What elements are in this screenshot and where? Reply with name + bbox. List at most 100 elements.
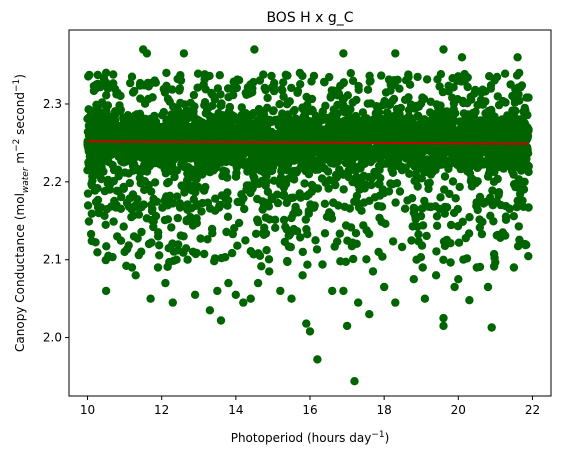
data-point	[189, 195, 198, 204]
data-point	[239, 298, 248, 307]
data-point	[320, 229, 330, 238]
data-point	[342, 321, 352, 331]
data-point	[255, 76, 265, 85]
data-point	[386, 86, 395, 95]
data-point	[125, 194, 134, 203]
data-point	[359, 198, 369, 207]
data-point	[287, 294, 296, 303]
data-point	[105, 185, 115, 194]
data-point	[509, 212, 518, 221]
data-point	[303, 230, 312, 239]
x-axis-label: Photoperiod (hours day−1)	[231, 430, 390, 445]
data-point	[118, 155, 127, 164]
data-point	[119, 222, 128, 231]
data-point	[387, 165, 396, 174]
data-point	[339, 170, 348, 179]
data-point	[227, 248, 237, 258]
data-point	[449, 132, 458, 141]
data-point	[127, 263, 137, 272]
data-point	[233, 75, 242, 84]
data-point	[488, 186, 497, 195]
data-point	[167, 160, 176, 169]
data-point	[139, 81, 149, 90]
data-point	[113, 232, 122, 241]
data-point	[454, 275, 463, 284]
data-point	[285, 173, 295, 183]
data-point	[489, 150, 498, 160]
x-axis-label-close: )	[385, 431, 390, 445]
data-point	[335, 229, 344, 238]
data-point	[509, 170, 518, 179]
data-point	[355, 185, 364, 194]
data-point	[380, 282, 389, 292]
data-point	[348, 155, 357, 164]
data-point	[358, 157, 367, 166]
data-point	[189, 90, 199, 100]
data-point	[508, 106, 517, 115]
data-point	[269, 176, 279, 185]
data-point	[215, 71, 224, 80]
data-point	[137, 247, 146, 256]
data-point	[411, 152, 420, 161]
data-point	[183, 200, 192, 209]
data-point	[287, 83, 296, 93]
data-point	[113, 88, 122, 98]
data-point	[424, 202, 433, 211]
data-point	[465, 296, 474, 305]
data-point	[520, 239, 530, 249]
data-point	[209, 166, 218, 175]
data-point	[448, 74, 457, 83]
data-point	[190, 290, 200, 299]
data-point	[345, 204, 355, 213]
data-point	[386, 179, 395, 188]
data-point	[397, 242, 407, 252]
y-tick-label: 2.1	[43, 253, 62, 267]
data-point	[320, 115, 329, 124]
data-point	[395, 187, 405, 196]
data-point	[300, 179, 309, 188]
data-point	[463, 82, 472, 92]
data-point	[264, 255, 274, 264]
data-point	[255, 251, 265, 260]
data-point	[239, 120, 248, 129]
data-point	[392, 179, 402, 188]
data-point	[86, 156, 95, 165]
data-point	[258, 205, 267, 214]
data-point	[269, 150, 278, 159]
data-point	[416, 253, 426, 262]
data-point	[253, 278, 263, 288]
data-point	[477, 148, 486, 158]
data-point	[307, 153, 317, 162]
data-point	[179, 143, 188, 153]
data-point	[405, 169, 414, 178]
data-point	[97, 123, 106, 132]
data-point	[451, 109, 460, 118]
data-point	[157, 111, 167, 120]
data-point	[168, 298, 177, 307]
data-point	[455, 182, 464, 192]
data-point	[422, 231, 431, 241]
data-point	[347, 149, 356, 158]
data-point	[341, 221, 351, 230]
data-point	[367, 173, 377, 183]
data-point	[494, 190, 503, 200]
data-point	[142, 49, 152, 58]
data-point	[487, 107, 496, 117]
data-point	[243, 167, 252, 176]
data-point	[232, 163, 241, 172]
data-point	[472, 134, 481, 143]
data-point	[180, 129, 189, 138]
data-point	[160, 88, 170, 97]
data-point	[413, 72, 422, 82]
data-point	[176, 231, 185, 240]
data-point	[277, 167, 286, 176]
data-point	[440, 209, 449, 218]
data-point	[341, 152, 350, 162]
data-point	[198, 198, 207, 208]
data-point	[330, 153, 339, 162]
data-point	[509, 263, 519, 272]
data-point	[361, 180, 370, 189]
y-axis-label-part1: Canopy Conductance (mol	[13, 193, 27, 352]
data-point	[263, 103, 272, 113]
data-point	[349, 254, 358, 264]
